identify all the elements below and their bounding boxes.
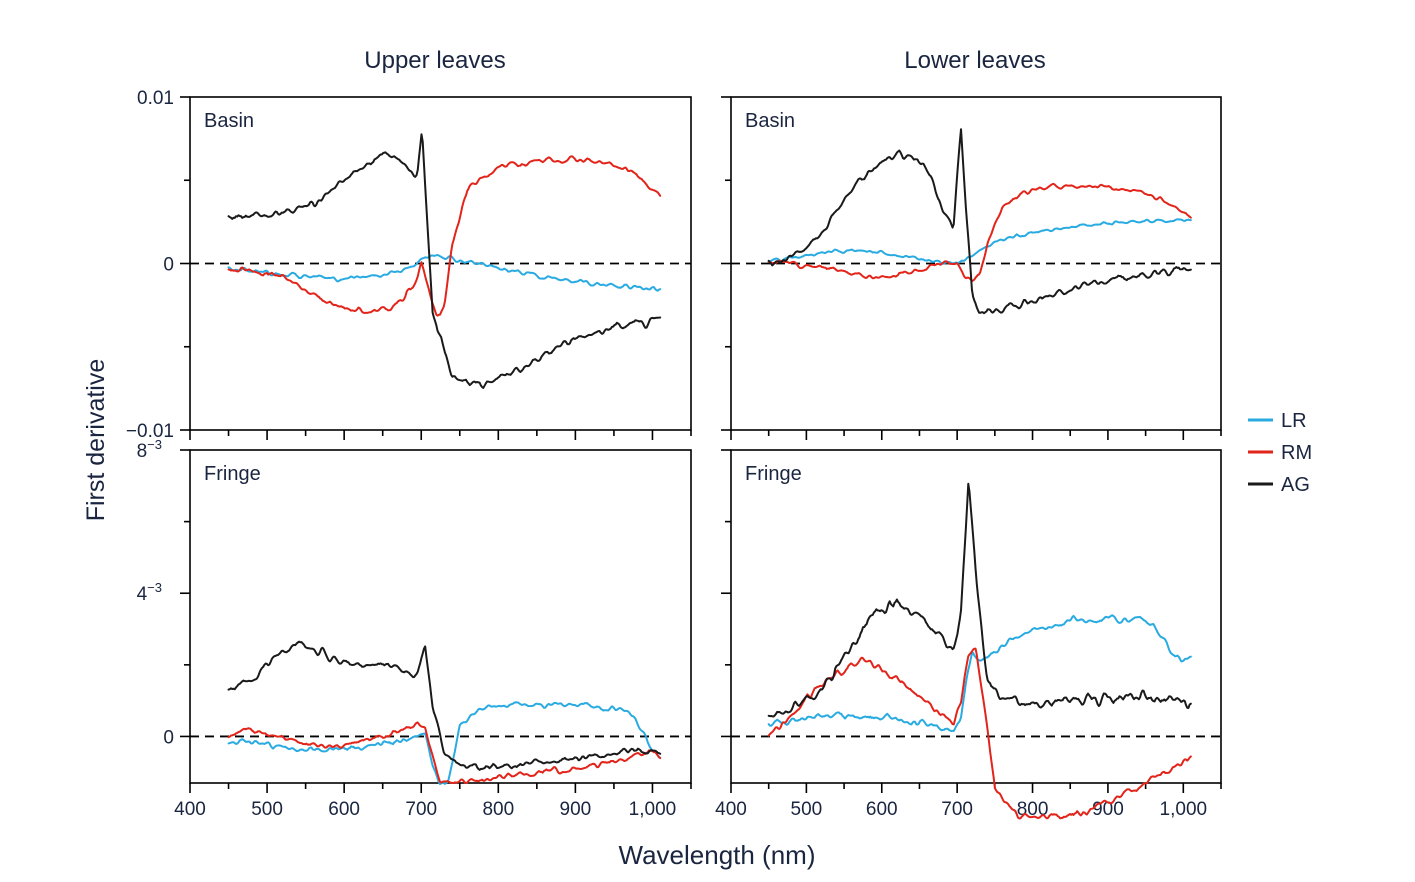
svg-text:1,000: 1,000 [1160,799,1208,820]
svg-text:RM: RM [1281,442,1312,464]
svg-text:700: 700 [405,799,437,820]
svg-text:700: 700 [941,799,973,820]
svg-text:Wavelength (nm): Wavelength (nm) [619,840,816,870]
svg-text:Upper leaves: Upper leaves [364,47,505,74]
svg-text:400: 400 [715,799,747,820]
svg-text:Lower leaves: Lower leaves [904,47,1045,74]
svg-text:AG: AG [1281,474,1310,496]
svg-text:0: 0 [163,727,174,748]
svg-text:400: 400 [174,799,206,820]
svg-text:900: 900 [560,799,592,820]
svg-text:First derivative: First derivative [82,359,110,522]
svg-text:0: 0 [163,255,174,276]
svg-text:1,000: 1,000 [629,799,677,820]
svg-text:Fringe: Fringe [745,463,802,485]
svg-text:800: 800 [482,799,514,820]
svg-text:LR: LR [1281,410,1307,432]
svg-text:Basin: Basin [745,110,795,132]
svg-text:Fringe: Fringe [204,463,261,485]
svg-text:0.01: 0.01 [137,88,174,109]
svg-text:500: 500 [791,799,823,820]
svg-text:500: 500 [251,799,283,820]
svg-text:600: 600 [328,799,360,820]
svg-text:Basin: Basin [204,110,254,132]
svg-text:600: 600 [866,799,898,820]
